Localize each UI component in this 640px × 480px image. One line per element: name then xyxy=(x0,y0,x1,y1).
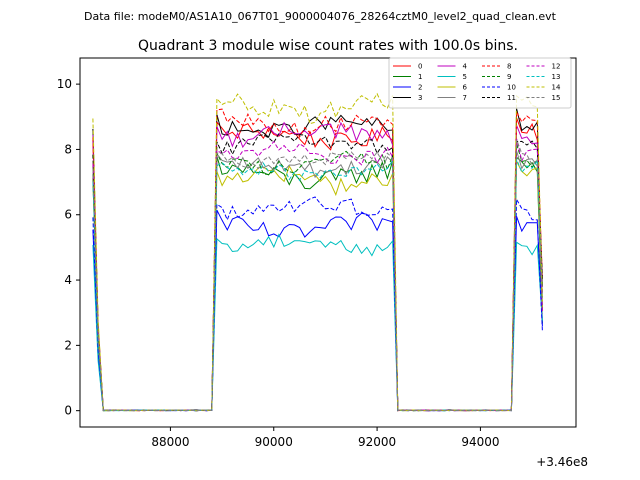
y-tick-label: 10 xyxy=(57,77,72,91)
legend-label-5: 5 xyxy=(463,73,467,81)
legend-label-0: 0 xyxy=(418,63,422,71)
legend-label-7: 7 xyxy=(463,94,467,102)
legend-label-11: 11 xyxy=(507,94,516,102)
legend-label-8: 8 xyxy=(507,63,511,71)
x-tick-label: 90000 xyxy=(255,435,293,449)
legend-box xyxy=(388,57,572,109)
legend-label-6: 6 xyxy=(463,84,468,92)
y-tick-label: 8 xyxy=(64,142,72,156)
legend-label-9: 9 xyxy=(507,73,511,81)
y-axis: 0 2 4 6 8 10 xyxy=(57,77,80,418)
legend-label-12: 12 xyxy=(552,63,561,71)
legend-label-3: 3 xyxy=(418,94,422,102)
x-tick-label: 92000 xyxy=(358,435,396,449)
series-line-15 xyxy=(92,139,543,412)
x-axis: 88000 90000 92000 94000 xyxy=(151,427,500,449)
legend-label-14: 14 xyxy=(552,84,561,92)
legend-label-15: 15 xyxy=(552,94,561,102)
y-tick-label: 0 xyxy=(64,404,72,418)
legend-label-4: 4 xyxy=(463,63,468,71)
legend-label-2: 2 xyxy=(418,84,422,92)
series-line-12 xyxy=(92,138,543,412)
legend-label-13: 13 xyxy=(552,73,561,81)
chart-title: Quadrant 3 module wise count rates with … xyxy=(138,38,518,54)
y-tick-label: 6 xyxy=(64,208,72,222)
x-offset-label: +3.46e8 xyxy=(536,455,588,469)
series-layer xyxy=(92,92,543,412)
axes-frame xyxy=(79,57,577,428)
suptitle: Data file: modeM0/AS1A10_067T01_90000040… xyxy=(84,10,557,23)
x-tick-label: 94000 xyxy=(461,435,499,449)
axes-background xyxy=(80,58,576,427)
x-tick-label: 88000 xyxy=(151,435,189,449)
y-tick-label: 4 xyxy=(64,273,72,287)
legend-label-10: 10 xyxy=(507,84,516,92)
y-tick-label: 2 xyxy=(64,338,72,352)
legend-label-1: 1 xyxy=(418,73,422,81)
